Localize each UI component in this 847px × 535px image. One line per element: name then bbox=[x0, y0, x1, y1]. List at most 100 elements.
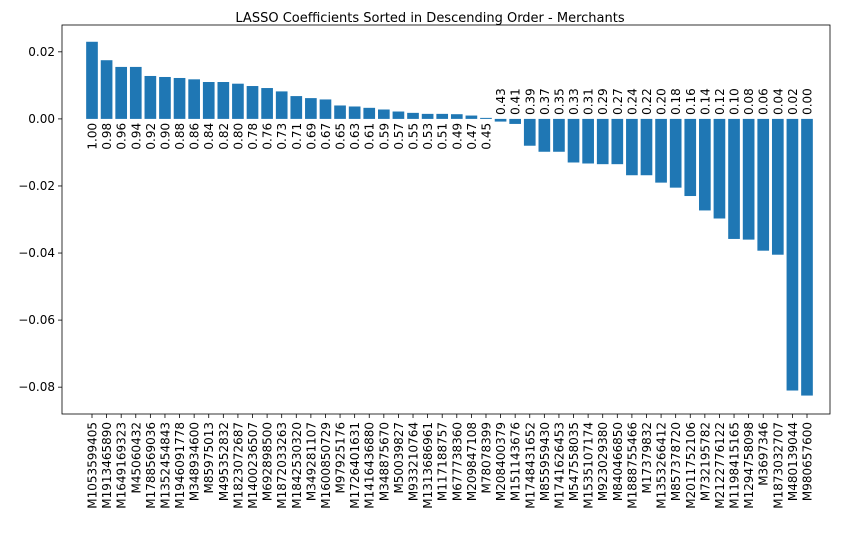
bar bbox=[275, 91, 288, 119]
data-label: 0.98 bbox=[100, 123, 114, 150]
data-label: 0.76 bbox=[261, 123, 275, 150]
x-tick-label: M840466850 bbox=[611, 422, 625, 501]
x-tick-label: M547558035 bbox=[567, 422, 581, 501]
bar bbox=[319, 99, 332, 119]
data-label: 0.94 bbox=[129, 123, 143, 150]
data-label: 0.57 bbox=[392, 123, 406, 150]
bar bbox=[159, 76, 171, 119]
bar bbox=[115, 66, 128, 119]
data-label: 0.27 bbox=[611, 88, 625, 115]
x-tick-label: M1913465890 bbox=[100, 422, 114, 509]
x-tick-label: M692898500 bbox=[261, 422, 275, 501]
x-tick-label: M1823072687 bbox=[231, 422, 245, 509]
x-tick-label: M980657600 bbox=[801, 422, 815, 501]
data-label: 0.88 bbox=[173, 123, 187, 150]
bar bbox=[173, 77, 186, 119]
data-label: 0.53 bbox=[421, 123, 435, 150]
data-label: 0.14 bbox=[698, 88, 712, 115]
x-tick-label: M1873032707 bbox=[771, 422, 785, 509]
data-label: 0.24 bbox=[625, 88, 639, 115]
data-label: 0.43 bbox=[494, 88, 508, 115]
bar bbox=[771, 118, 784, 255]
bar bbox=[699, 118, 711, 211]
bar bbox=[509, 118, 521, 124]
x-tick-label: M1842530320 bbox=[290, 422, 304, 509]
x-tick-label: M85975013 bbox=[202, 422, 216, 493]
plot-frame bbox=[61, 24, 831, 415]
x-tick-label: M1313686961 bbox=[421, 422, 435, 509]
bar bbox=[757, 118, 770, 251]
x-tick-label: M480139044 bbox=[786, 422, 800, 501]
data-label: 0.47 bbox=[465, 123, 479, 150]
x-tick-label: M732195782 bbox=[698, 422, 712, 501]
x-tick-label: M1946091778 bbox=[173, 422, 187, 509]
x-tick-label: M208400379 bbox=[494, 422, 508, 501]
data-label: 0.10 bbox=[728, 88, 742, 115]
data-label: 0.69 bbox=[304, 123, 318, 150]
bar bbox=[348, 106, 361, 119]
data-label: 0.08 bbox=[742, 88, 756, 115]
bar bbox=[407, 112, 419, 119]
x-tick-label: M1788569036 bbox=[144, 422, 158, 509]
bar bbox=[523, 118, 536, 146]
bar bbox=[86, 41, 98, 119]
data-label: 0.16 bbox=[684, 88, 698, 115]
x-tick-label: M1353266412 bbox=[655, 422, 669, 509]
bar bbox=[728, 118, 740, 239]
bar bbox=[100, 60, 113, 119]
data-label: 0.20 bbox=[655, 88, 669, 115]
bar bbox=[684, 118, 697, 197]
bar bbox=[392, 111, 405, 119]
chart-title: LASSO Coefficients Sorted in Descending … bbox=[235, 11, 624, 26]
bar bbox=[261, 88, 273, 119]
bar bbox=[640, 118, 653, 176]
x-tick-label: M933210764 bbox=[407, 422, 421, 501]
x-tick-label: M1741626453 bbox=[552, 422, 566, 509]
x-tick-label: M677738360 bbox=[450, 422, 464, 501]
bar bbox=[786, 118, 799, 391]
bar bbox=[450, 114, 463, 119]
data-label: 0.02 bbox=[786, 88, 800, 115]
x-tick-label: M151143676 bbox=[509, 422, 523, 501]
x-tick-label: M45060432 bbox=[129, 422, 143, 493]
x-tick-label: M1416436880 bbox=[363, 422, 377, 509]
data-label: 0.63 bbox=[348, 123, 362, 150]
bar bbox=[655, 118, 667, 183]
x-tick-label: M2122776122 bbox=[713, 422, 727, 509]
data-label: 0.31 bbox=[582, 88, 596, 115]
data-label: 0.12 bbox=[713, 88, 727, 115]
bar bbox=[611, 118, 624, 165]
data-label: 0.06 bbox=[757, 88, 771, 115]
data-labels-group: 1.00 0.98 0.96 0.94 0.92 0.90 0.88 0.86 0.84 0.82… bbox=[86, 88, 815, 149]
x-tick-label: M17379832 bbox=[640, 422, 654, 493]
x-tick-label: M495352832 bbox=[217, 422, 231, 501]
data-label: 0.37 bbox=[538, 88, 552, 115]
data-label: 0.51 bbox=[436, 123, 450, 150]
x-axis: M1053599405 M1913465890 M1649169323 M450604… bbox=[86, 414, 815, 509]
x-tick-label: M2011752106 bbox=[684, 422, 698, 509]
data-label: 0.00 bbox=[801, 88, 815, 115]
data-label: 0.80 bbox=[231, 123, 245, 150]
data-label: 0.55 bbox=[407, 123, 421, 150]
bar bbox=[144, 75, 157, 119]
bar bbox=[421, 113, 434, 119]
x-tick-label: M1649169323 bbox=[115, 422, 129, 509]
bar bbox=[553, 118, 565, 152]
x-tick-label: M78078399 bbox=[479, 422, 493, 493]
bar bbox=[290, 96, 303, 119]
y-tick-label: −0.06 bbox=[18, 313, 55, 327]
x-tick-label: M1352454843 bbox=[158, 422, 172, 509]
data-label: 0.84 bbox=[202, 123, 216, 150]
bar bbox=[232, 83, 244, 119]
data-label: 0.90 bbox=[158, 123, 172, 150]
bar bbox=[334, 105, 346, 119]
data-label: 0.82 bbox=[217, 123, 231, 150]
y-tick-label: 0.00 bbox=[28, 112, 55, 126]
data-label: 0.29 bbox=[596, 88, 610, 115]
data-label: 0.65 bbox=[334, 123, 348, 150]
x-tick-label: M1726401631 bbox=[348, 422, 362, 509]
bar bbox=[567, 118, 580, 163]
x-tick-label: M1294758098 bbox=[742, 422, 756, 509]
x-tick-label: M1872033263 bbox=[275, 422, 289, 509]
